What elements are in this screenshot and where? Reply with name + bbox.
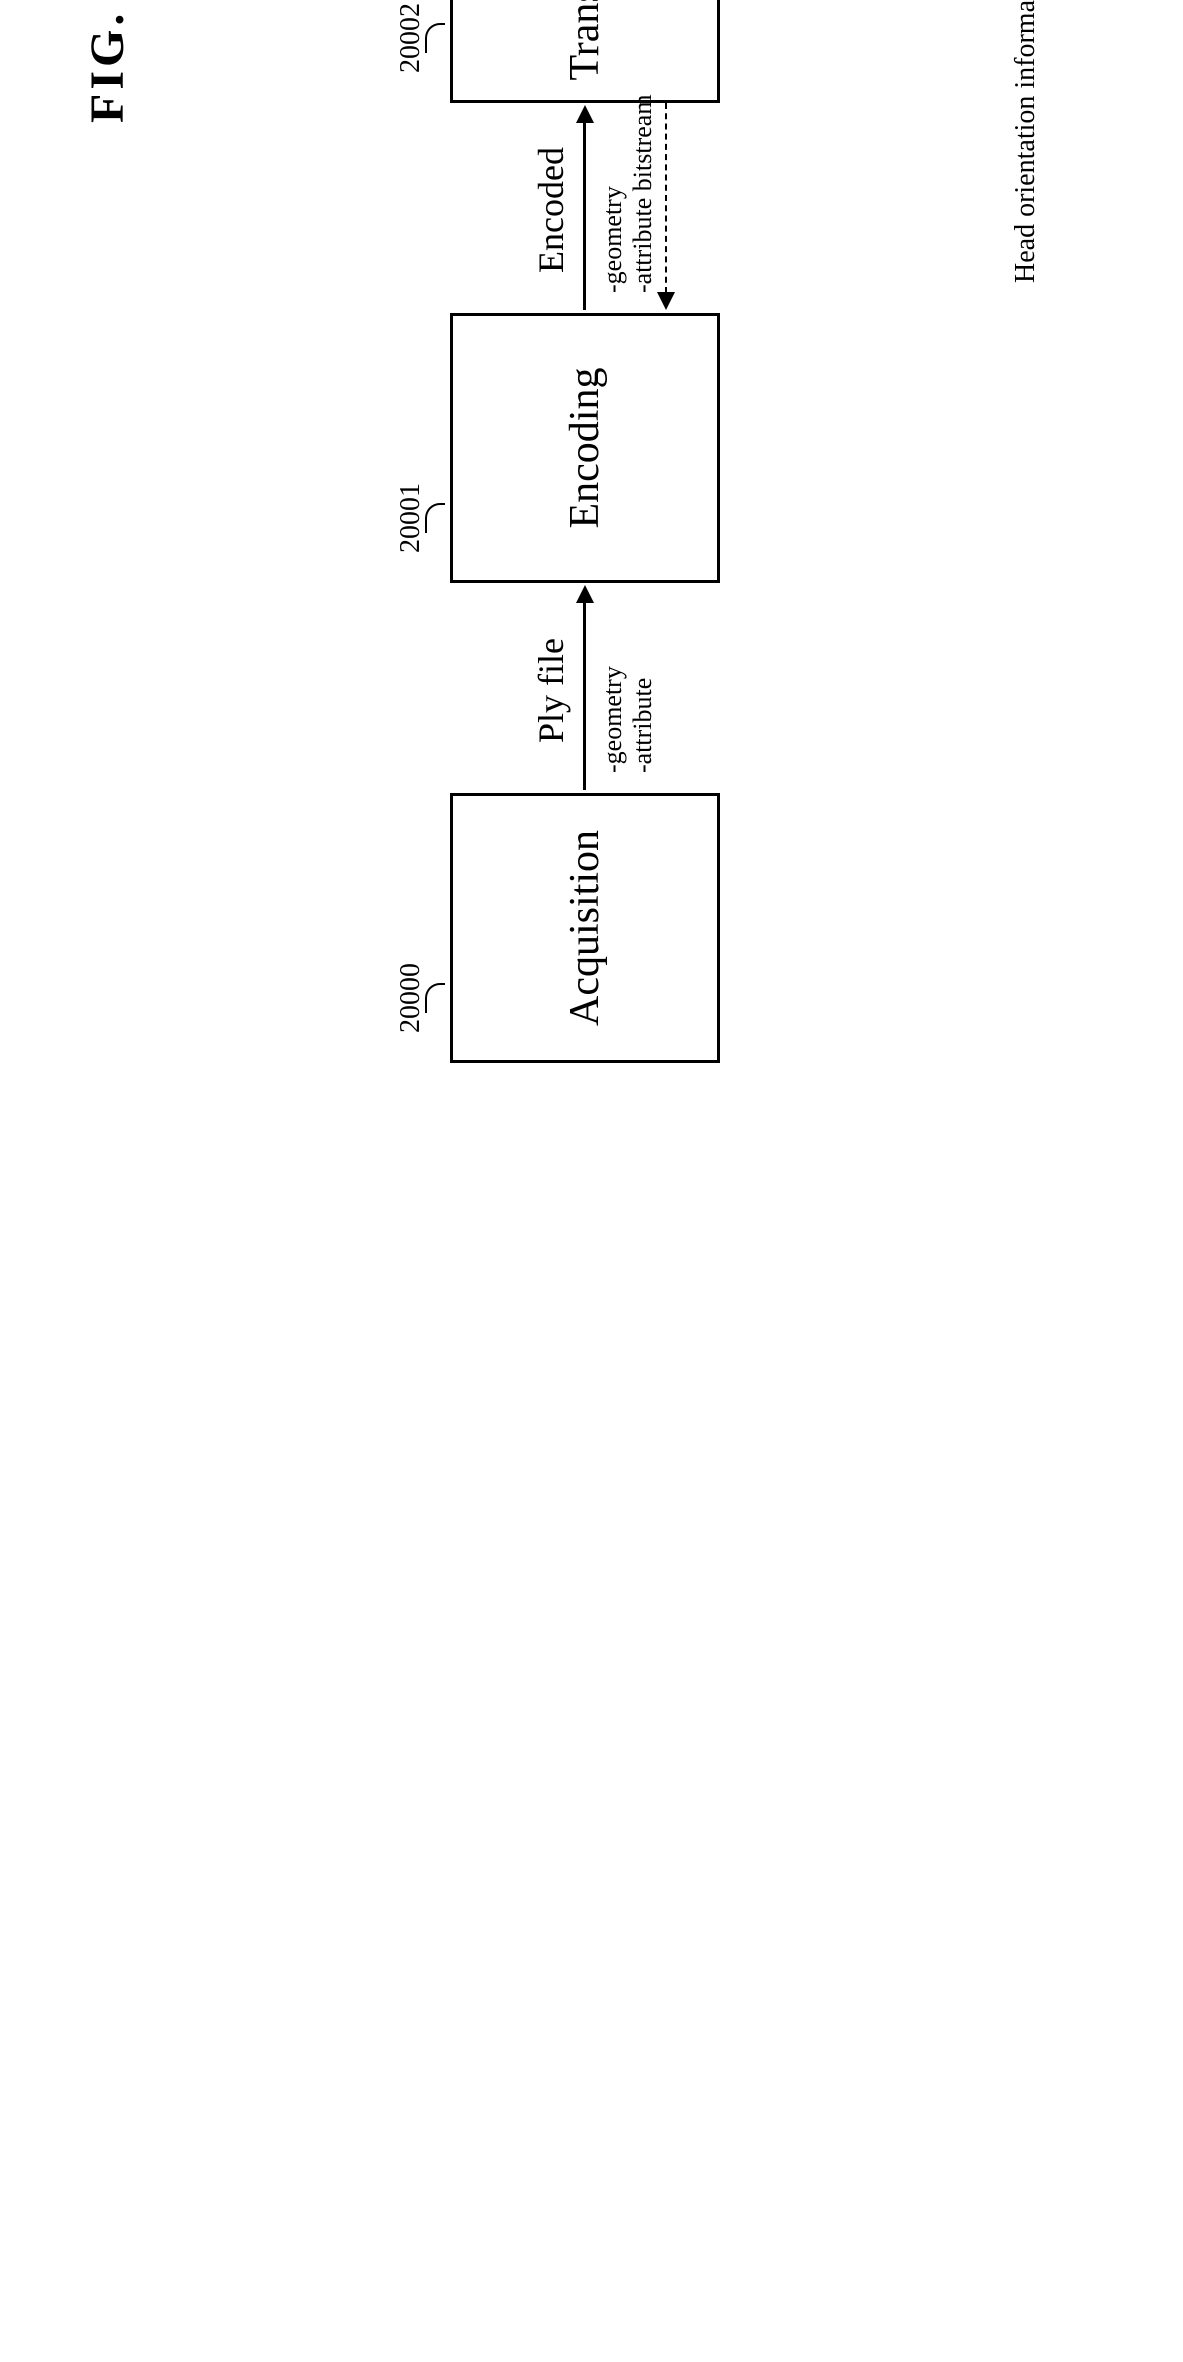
edge-label-encoded: Encoded — [530, 147, 572, 273]
arrow-head-icon — [576, 105, 594, 123]
feedback-label-transmission: Head orientation information, viewport i… — [1010, 0, 1042, 283]
node-acquisition-ref: 20000 — [395, 963, 427, 1033]
edge-enc-trans — [583, 121, 586, 310]
edge-acq-enc — [583, 601, 586, 790]
ref-curve — [425, 23, 445, 53]
node-transmission-label: Transmission — [561, 0, 609, 80]
ref-curve — [425, 503, 445, 533]
edge-sub-attribute: -attribute — [628, 678, 658, 773]
diagram-canvas: FIG. 2 Acquisition 20000 Encoding 20001 … — [0, 0, 1183, 1183]
node-encoding: Encoding — [450, 313, 720, 583]
edge-sub-geometry: -geometry — [598, 666, 628, 773]
edge-sub-attribute-bitstream: -attribute bitstream — [628, 94, 658, 293]
node-transmission: Transmission — [450, 0, 720, 103]
edge-sub-geometry: -geometry — [598, 186, 628, 293]
ref-curve — [425, 983, 445, 1013]
node-transmission-ref: 20002 — [395, 3, 427, 73]
node-acquisition: Acquisition — [450, 793, 720, 1063]
arrow-head-icon — [576, 585, 594, 603]
node-acquisition-label: Acquisition — [561, 830, 609, 1026]
node-encoding-label: Encoding — [561, 368, 609, 529]
node-encoding-ref: 20001 — [395, 483, 427, 553]
dashed-line — [665, 103, 667, 293]
edge-label-ply: Ply file — [530, 638, 572, 743]
figure-title: FIG. 2 — [80, 0, 135, 123]
arrow-head-icon — [657, 292, 675, 310]
